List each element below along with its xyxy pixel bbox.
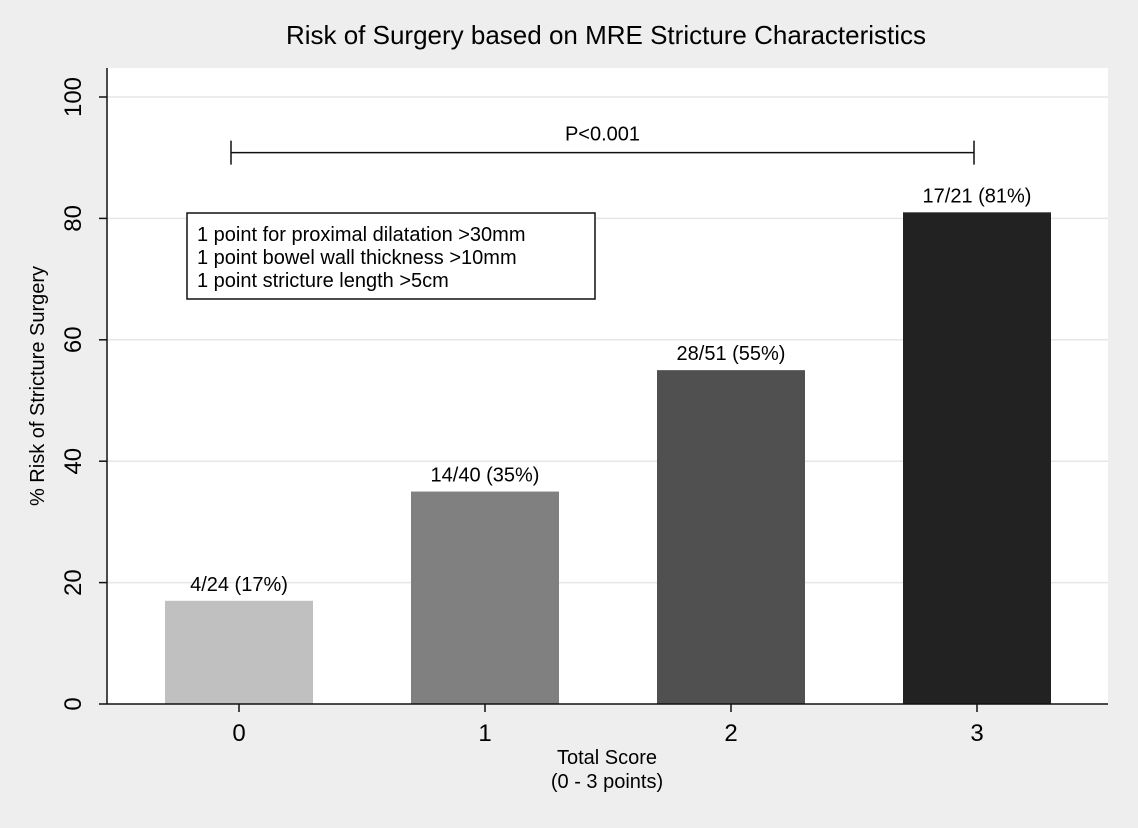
x-tick-label-0: 0	[232, 720, 245, 747]
note-line-3: 1 point stricture length >5cm	[197, 270, 449, 292]
y-tick-label-60: 60	[60, 326, 87, 353]
x-ticks: 0 1 2 3	[232, 704, 984, 747]
y-axis-label: % Risk of Stricture Surgery	[27, 266, 49, 506]
bar-labels: 4/24 (17%) 14/40 (35%) 28/51 (55%) 17/21 (8…	[190, 185, 1031, 595]
y-ticks: 0 20 40 60 80 100	[60, 77, 107, 711]
bars	[165, 212, 1051, 704]
significance-bracket: P<0.001	[230, 124, 975, 165]
x-tick-label-2: 2	[724, 720, 737, 747]
y-tick-label-20: 20	[60, 569, 87, 596]
y-tick-label-0: 0	[60, 697, 87, 710]
bar-label-1: 14/40 (35%)	[431, 465, 540, 487]
note-line-2: 1 point bowel wall thickness >10mm	[197, 247, 517, 269]
bar-0	[165, 600, 313, 704]
bar-1	[411, 491, 559, 704]
x-tick-label-3: 3	[970, 720, 983, 747]
note-line-1: 1 point for proximal dilatation >30mm	[197, 224, 526, 246]
bar-2	[657, 370, 805, 704]
note-box: 1 point for proximal dilatation >30mm 1 …	[186, 212, 596, 300]
significance-label: P<0.001	[565, 124, 640, 146]
x-tick-label-1: 1	[478, 720, 491, 747]
bar-label-2: 28/51 (55%)	[677, 343, 786, 365]
bar-3	[903, 212, 1051, 704]
y-tick-label-100: 100	[60, 77, 87, 117]
bar-label-3: 17/21 (81%)	[923, 185, 1032, 207]
x-axis-label: Total Score	[557, 747, 657, 769]
x-axis-sublabel: (0 - 3 points)	[551, 771, 663, 793]
y-tick-label-40: 40	[60, 448, 87, 475]
note-box-frame	[186, 212, 596, 300]
y-tick-label-80: 80	[60, 205, 87, 232]
chart-title: Risk of Surgery based on MRE Stricture C…	[286, 20, 926, 50]
bar-label-0: 4/24 (17%)	[190, 574, 288, 596]
